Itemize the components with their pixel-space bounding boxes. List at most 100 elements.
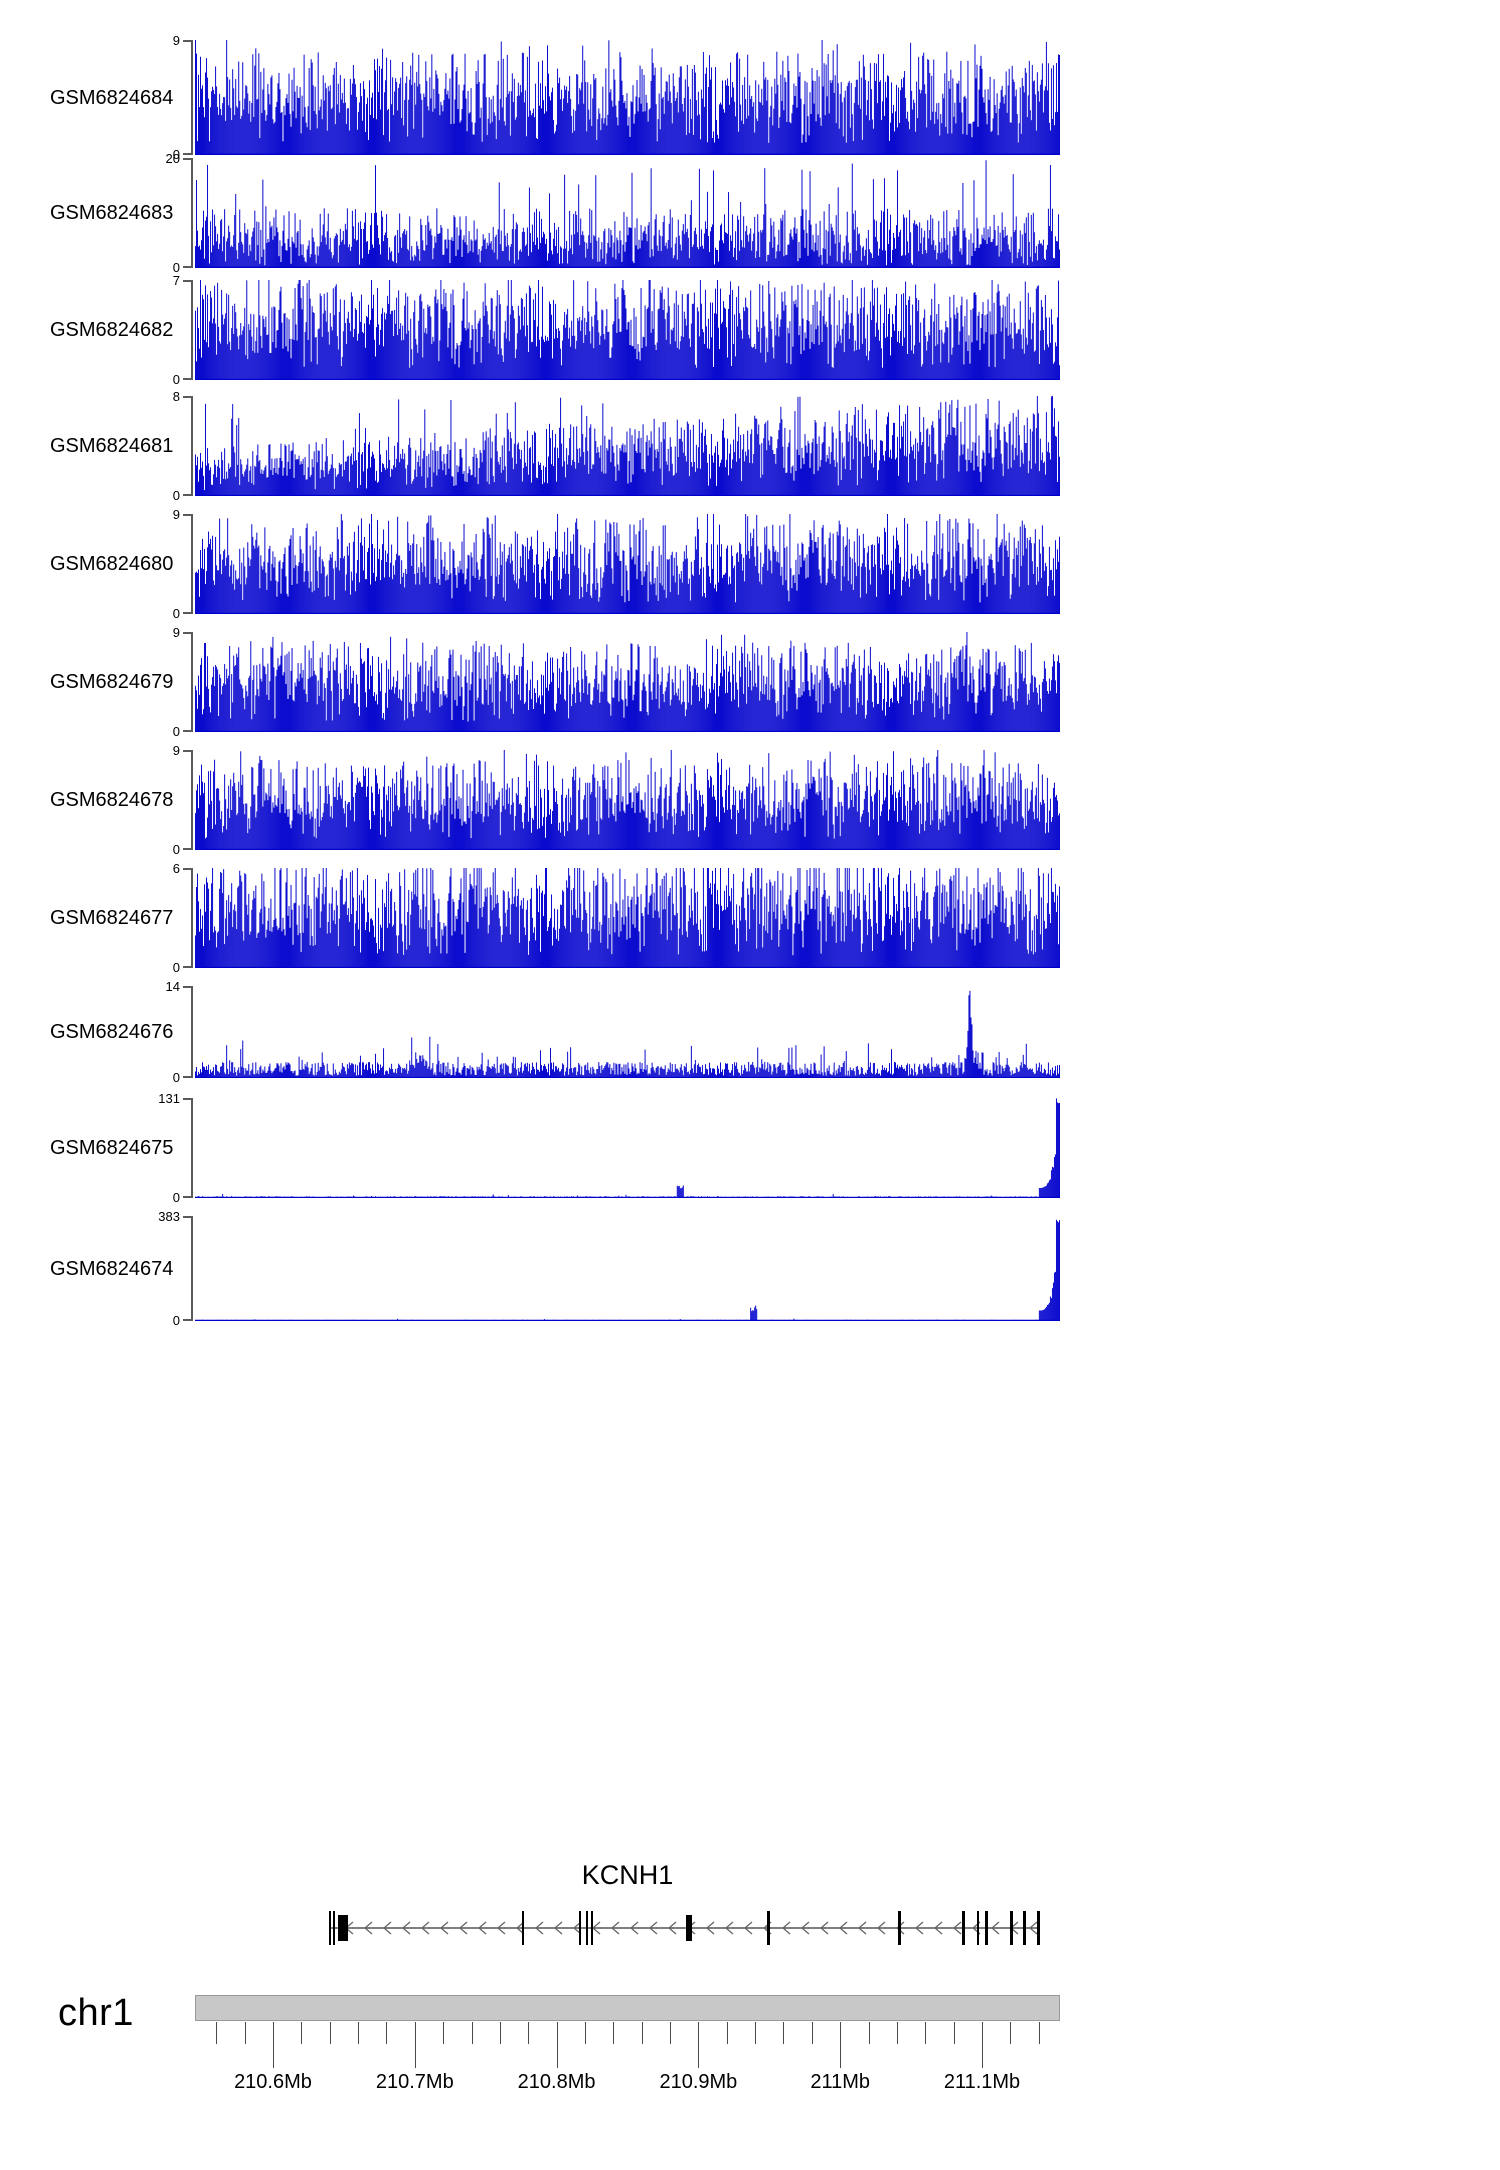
coverage-track[interactable]: GSM6824684 9 0 xyxy=(0,34,1060,161)
coverage-track[interactable]: GSM6824680 9 0 xyxy=(0,508,1060,620)
coverage-plot-GSM6824682[interactable] xyxy=(195,280,1060,380)
coverage-canvas xyxy=(195,632,1060,732)
y-axis: 20 0 xyxy=(155,152,193,274)
y-axis-min-label: 0 xyxy=(172,960,180,975)
axis-tick-minor xyxy=(244,2022,246,2044)
track-label-GSM6824675: GSM6824675 xyxy=(50,1137,174,1159)
coverage-track[interactable]: GSM6824683 20 0 xyxy=(0,152,1060,274)
axis-tick-label: 210.6Mb xyxy=(234,2071,312,2093)
axis-tick-minor xyxy=(216,2022,218,2044)
y-axis-min-label: 0 xyxy=(172,488,180,503)
strand-arrow-icon xyxy=(934,1921,943,1935)
strand-arrow-icon xyxy=(516,1921,525,1935)
coverage-track[interactable]: GSM6824677 6 0 xyxy=(0,862,1060,974)
exon[interactable] xyxy=(898,1911,901,1945)
exon[interactable] xyxy=(1023,1911,1026,1945)
coverage-plot-GSM6824674[interactable] xyxy=(195,1216,1060,1321)
exon[interactable] xyxy=(962,1911,965,1945)
coverage-plot-GSM6824681[interactable] xyxy=(195,396,1060,496)
coverage-track[interactable]: GSM6824674 383 0 xyxy=(0,1210,1060,1327)
axis-tick-minor xyxy=(528,2022,530,2044)
exon[interactable] xyxy=(522,1911,524,1945)
strand-arrow-icon xyxy=(839,1921,848,1935)
ideogram-bar[interactable] xyxy=(195,1995,1060,2021)
y-axis-line xyxy=(191,1216,193,1321)
genome-axis[interactable]: 210.6Mb 210.7Mb 210.8Mb 210.9Mb 211Mb 211.1Mb xyxy=(195,1995,1060,2115)
strand-arrow-icon xyxy=(877,1921,886,1935)
exon[interactable] xyxy=(1010,1911,1013,1945)
coverage-canvas xyxy=(195,1098,1060,1198)
strand-arrow-icon xyxy=(478,1921,487,1935)
y-axis-min-label: 0 xyxy=(172,147,180,162)
coverage-plot-GSM6824684[interactable] xyxy=(195,40,1060,155)
exon[interactable] xyxy=(579,1911,581,1945)
exon[interactable] xyxy=(591,1911,593,1945)
axis-tick-minor xyxy=(443,2022,445,2044)
exon[interactable] xyxy=(977,1911,979,1945)
coverage-track[interactable]: GSM6824682 7 0 xyxy=(0,274,1060,386)
exon[interactable] xyxy=(338,1915,348,1941)
y-axis-tick-max xyxy=(183,514,193,516)
coverage-plot-GSM6824677[interactable] xyxy=(195,868,1060,968)
coverage-canvas xyxy=(195,514,1060,614)
coverage-track[interactable]: GSM6824676 14 0 xyxy=(0,980,1060,1084)
axis-tick-minor xyxy=(641,2022,643,2044)
coverage-plot-GSM6824683[interactable] xyxy=(195,158,1060,268)
y-axis-max-label: 20 xyxy=(165,151,180,166)
strand-arrow-icon xyxy=(421,1921,430,1935)
coverage-track[interactable]: GSM6824681 8 0 xyxy=(0,390,1060,502)
track-label-GSM6824678: GSM6824678 xyxy=(50,789,174,811)
coverage-plot-GSM6824678[interactable] xyxy=(195,750,1060,850)
axis-tick-major xyxy=(556,2022,558,2068)
gene-annotation-track[interactable]: KCNH1 xyxy=(195,1860,1060,1970)
y-axis-min-label: 0 xyxy=(172,1070,180,1085)
strand-arrow-icon xyxy=(991,1921,1000,1935)
y-axis-tick-max xyxy=(183,158,193,160)
exon[interactable] xyxy=(985,1911,988,1945)
y-axis-line xyxy=(191,750,193,850)
coverage-track[interactable]: GSM6824679 9 0 xyxy=(0,626,1060,738)
coverage-plot-GSM6824679[interactable] xyxy=(195,632,1060,732)
track-label-GSM6824676: GSM6824676 xyxy=(50,1021,174,1043)
exon[interactable] xyxy=(686,1915,692,1941)
axis-tick-major xyxy=(698,2022,700,2068)
axis-tick-minor xyxy=(1038,2022,1040,2044)
y-axis-tick-min xyxy=(183,266,193,268)
gene-model[interactable] xyxy=(195,1900,1060,1956)
strand-arrow-icon xyxy=(706,1921,715,1935)
strand-arrow-icon xyxy=(383,1921,392,1935)
coverage-track[interactable]: GSM6824678 9 0 xyxy=(0,744,1060,856)
axis-tick-minor xyxy=(783,2022,785,2044)
axis-tick-minor xyxy=(670,2022,672,2044)
y-axis-min-label: 0 xyxy=(172,1313,180,1328)
coverage-plot-GSM6824675[interactable] xyxy=(195,1098,1060,1198)
strand-arrow-icon xyxy=(497,1921,506,1935)
coverage-plot-GSM6824680[interactable] xyxy=(195,514,1060,614)
y-axis-line xyxy=(191,158,193,268)
gene-name-label: KCNH1 xyxy=(581,1860,674,1890)
strand-arrow-icon xyxy=(725,1921,734,1935)
y-axis-line xyxy=(191,514,193,614)
exon[interactable] xyxy=(767,1911,770,1945)
y-axis-tick-min xyxy=(183,730,193,732)
coverage-track[interactable]: GSM6824675 131 0 xyxy=(0,1092,1060,1204)
strand-arrow-icon xyxy=(459,1921,468,1935)
exon[interactable] xyxy=(586,1911,588,1945)
axis-tick-minor xyxy=(755,2022,757,2044)
coverage-plot-GSM6824676[interactable] xyxy=(195,986,1060,1078)
exon[interactable] xyxy=(333,1911,335,1945)
gene-model-svg xyxy=(329,1911,1040,1945)
axis-tick-label: 210.7Mb xyxy=(375,2071,454,2093)
y-axis-max-label: 131 xyxy=(158,1091,180,1106)
axis-tick-minor xyxy=(499,2022,501,2044)
track-label-GSM6824679: GSM6824679 xyxy=(50,671,174,693)
exon[interactable] xyxy=(329,1911,331,1945)
axis-tick-major xyxy=(840,2022,842,2068)
track-label-GSM6824684: GSM6824684 xyxy=(50,86,174,109)
y-axis: 383 0 xyxy=(155,1210,193,1327)
axis-tick-label: 211.1Mb xyxy=(943,2071,1021,2093)
y-axis-tick-min xyxy=(183,378,193,380)
exon[interactable] xyxy=(1037,1911,1040,1945)
